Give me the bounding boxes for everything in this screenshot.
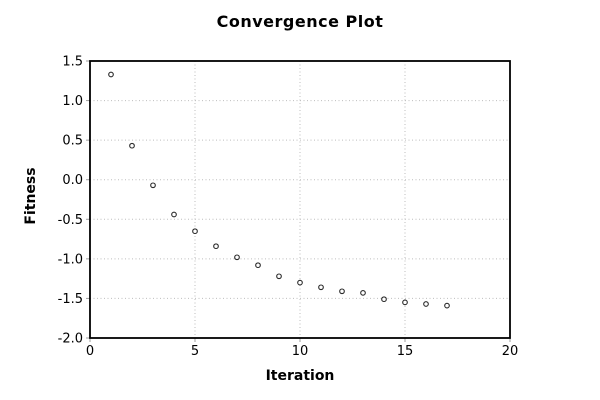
y-tick-label: 1.0 [62,94,83,109]
y-tick-label: -2.0 [58,332,83,347]
data-point [255,262,261,269]
y-tick-label: -1.0 [58,252,83,267]
data-point [297,279,303,286]
x-tick-label: 0 [86,344,94,359]
x-axis-label: Iteration [265,368,335,384]
x-tick-label: 5 [191,344,199,359]
data-point [234,254,240,261]
data-point [108,71,114,78]
y-tick-label: -1.5 [58,292,83,307]
data-point [213,243,219,250]
y-tick-label: -0.5 [58,213,83,228]
chart-title: Convergence Plot [216,12,384,31]
y-tick-label: 0.5 [62,134,83,149]
x-tick-label: 20 [502,344,519,359]
plot-border [89,60,511,339]
data-point [129,142,135,149]
data-point [360,290,366,296]
y-tick-label: 0.0 [62,173,83,188]
x-tick-label: 15 [397,344,414,359]
data-point [150,182,156,189]
data-point [402,299,408,306]
data-point [423,301,429,307]
data-point [276,273,282,280]
data-point [339,288,345,295]
data-point [381,296,387,303]
y-tick-label: 1.5 [62,55,83,70]
y-axis-label-text: Fitness [23,167,39,225]
x-tick-label: 10 [292,344,309,359]
data-point [318,284,324,291]
data-point [444,302,450,309]
data-point [192,228,198,235]
data-point [171,211,177,218]
